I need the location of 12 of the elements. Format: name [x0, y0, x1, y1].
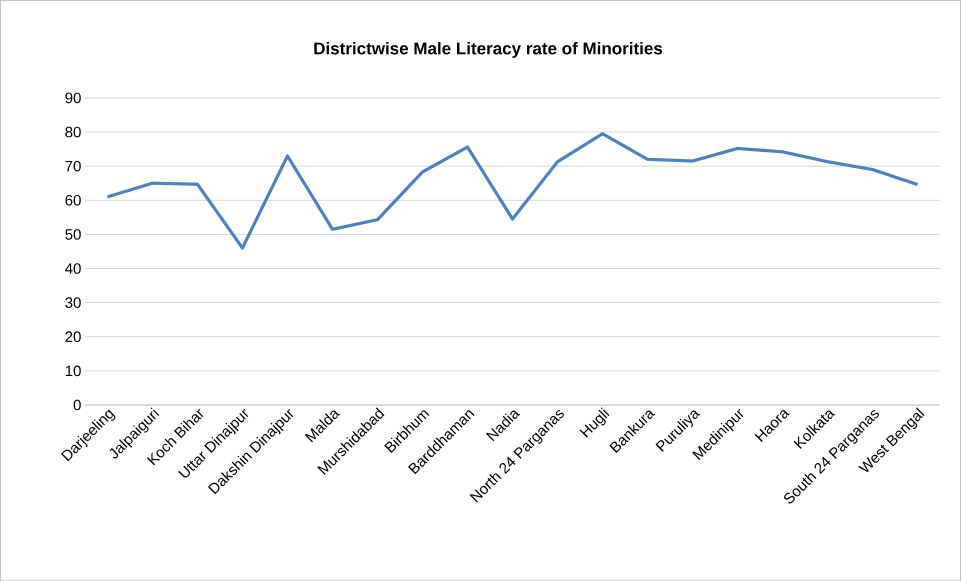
y-tick-label: 30 — [65, 297, 81, 308]
y-tick-label: 10 — [66, 366, 81, 376]
y-tick-label: 20 — [65, 331, 81, 342]
line-series — [106, 132, 920, 250]
y-tick-label: 50 — [65, 229, 81, 240]
y-tick-label: 40 — [65, 263, 81, 274]
y-tick-label: 90 — [65, 92, 81, 104]
y-tick-label: 80 — [65, 126, 81, 138]
y-tick-label: 70 — [65, 160, 81, 172]
y-tick-label: 60 — [65, 195, 81, 206]
chart-title: Districtwise Male Literacy rate of Minorities — [314, 42, 662, 58]
y-tick-label: 0 — [74, 400, 81, 410]
